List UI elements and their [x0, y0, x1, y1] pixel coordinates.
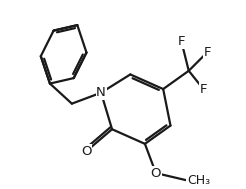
Text: F: F	[200, 83, 207, 96]
Text: CH₃: CH₃	[187, 174, 210, 187]
Text: O: O	[151, 167, 161, 180]
Text: O: O	[81, 145, 92, 158]
Text: N: N	[96, 86, 106, 99]
Text: F: F	[203, 46, 211, 59]
Text: F: F	[178, 35, 185, 48]
